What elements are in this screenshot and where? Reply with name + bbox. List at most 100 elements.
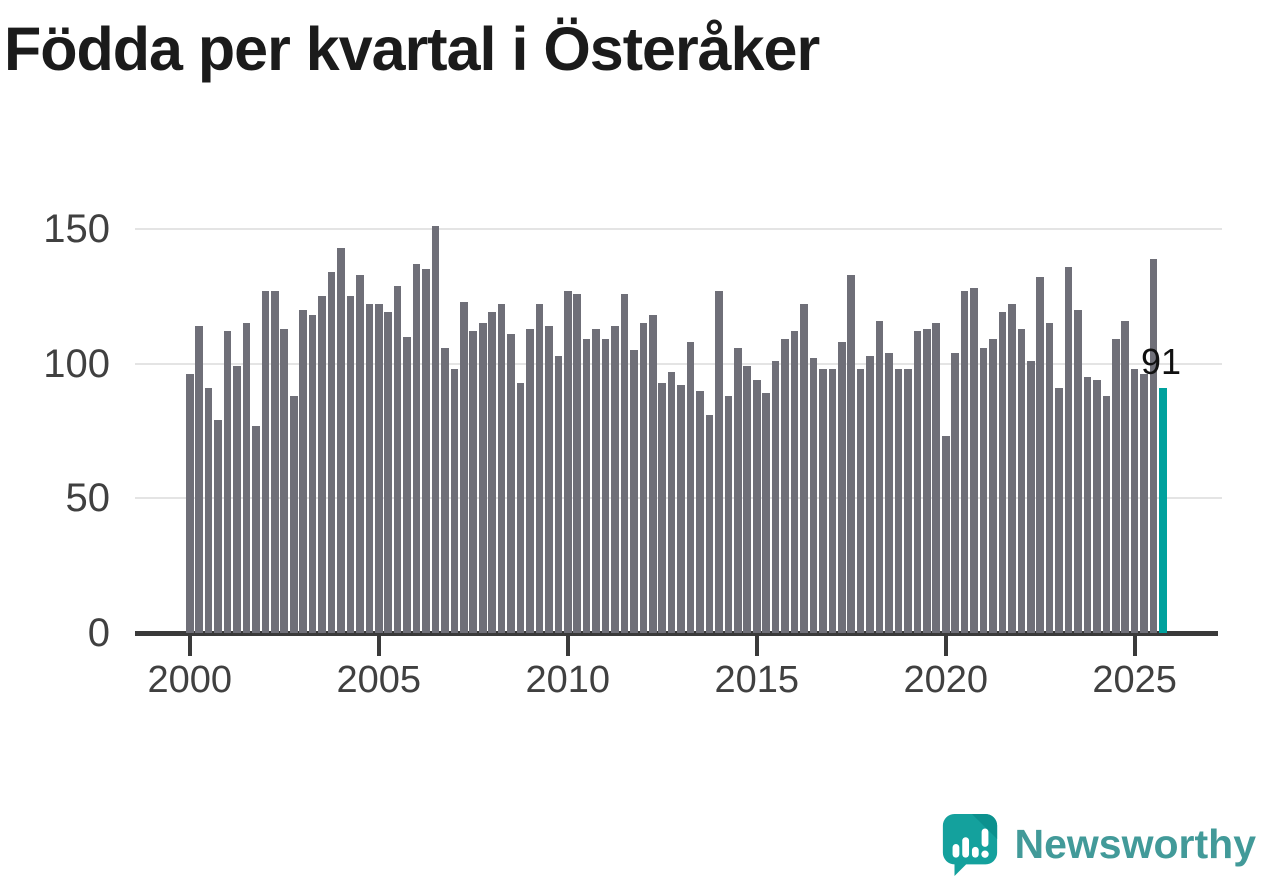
bar-2009-Q4 <box>554 355 563 633</box>
bar-2020-Q2 <box>951 352 959 633</box>
bar-2008-Q4 <box>516 382 525 633</box>
bar-2000-Q1 <box>186 374 194 633</box>
bar-2008-Q2 <box>497 304 506 633</box>
bar-2007-Q4 <box>478 323 487 633</box>
bar-2019-Q4 <box>932 323 941 633</box>
bar-2006-Q2 <box>422 269 430 633</box>
x-axis-tick <box>376 635 381 656</box>
x-axis-tick-label: 2020 <box>903 659 988 701</box>
bar-2004-Q2 <box>346 296 355 633</box>
bar-2015-Q2 <box>762 393 770 633</box>
x-axis-tick <box>1132 635 1137 656</box>
bar-2016-Q2 <box>800 304 808 633</box>
bar-2014-Q2 <box>724 395 733 633</box>
bar-2010-Q1 <box>563 290 572 633</box>
y-axis-tick-label: 50 <box>65 476 111 521</box>
bar-2002-Q1 <box>261 290 270 633</box>
bar-2011-Q1 <box>601 339 610 633</box>
bar-2015-Q1 <box>752 379 761 633</box>
gridline-y100 <box>135 362 1222 365</box>
x-axis-tick-label: 2015 <box>714 659 799 701</box>
bar-2014-Q3 <box>734 347 742 633</box>
bar-2016-Q4 <box>819 369 827 633</box>
bar-2019-Q3 <box>923 328 931 633</box>
bar-2005-Q4 <box>403 336 411 633</box>
bar-2024-Q3 <box>1112 339 1120 633</box>
bar-2024-Q1 <box>1093 379 1101 633</box>
bar-2001-Q2 <box>233 366 241 633</box>
bar-2007-Q3 <box>469 331 478 633</box>
bar-2011-Q3 <box>620 293 629 633</box>
bar-2003-Q3 <box>318 296 326 633</box>
bar-2006-Q1 <box>412 264 421 633</box>
bar-2016-Q1 <box>790 331 799 633</box>
bar-2020-Q4 <box>970 288 978 633</box>
bar-2013-Q4 <box>705 414 714 633</box>
bar-2002-Q3 <box>280 328 289 633</box>
x-axis-tick-label: 2010 <box>525 659 611 701</box>
bar-2018-Q2 <box>875 320 884 633</box>
bar-2005-Q2 <box>384 312 393 633</box>
bar-2005-Q3 <box>393 285 402 633</box>
bar-2007-Q1 <box>450 369 459 633</box>
bar-2023-Q1 <box>1055 387 1063 633</box>
bar-2012-Q1 <box>639 323 648 633</box>
newsworthy-brand-text: Newsworthy <box>1014 820 1257 867</box>
bar-2013-Q1 <box>677 385 685 633</box>
bar-2017-Q1 <box>828 369 837 633</box>
bar-2025-Q3 <box>1149 258 1158 633</box>
x-axis-tick <box>565 635 570 656</box>
bar-2000-Q4 <box>214 420 222 633</box>
bar-2018-Q3 <box>885 352 893 633</box>
bar-2018-Q4 <box>894 369 903 633</box>
bar-2022-Q1 <box>1017 328 1026 633</box>
x-axis-line <box>135 631 1218 636</box>
bar-highlight-2025-Q4 <box>1159 387 1167 633</box>
bar-2004-Q4 <box>365 304 374 633</box>
bar-2001-Q1 <box>223 331 232 633</box>
bar-2017-Q2 <box>837 342 846 633</box>
bar-2025-Q1 <box>1130 369 1139 633</box>
chart-title: Födda per kvartal i Österåker <box>4 15 820 83</box>
bar-2006-Q3 <box>431 226 440 633</box>
bar-2019-Q2 <box>913 331 922 633</box>
bar-2015-Q4 <box>781 339 789 633</box>
bar-2002-Q4 <box>289 395 298 633</box>
bar-2003-Q1 <box>299 309 307 633</box>
bar-2024-Q4 <box>1121 320 1130 633</box>
bar-2007-Q2 <box>460 301 468 633</box>
bar-2009-Q3 <box>545 325 553 633</box>
x-axis-tick <box>754 635 759 656</box>
bar-2011-Q4 <box>630 350 638 633</box>
bar-2001-Q4 <box>252 425 260 633</box>
bar-2021-Q4 <box>1008 304 1016 633</box>
bar-2025-Q2 <box>1140 374 1148 633</box>
bar-2023-Q3 <box>1074 309 1082 633</box>
bar-2020-Q1 <box>941 436 950 633</box>
bar-2017-Q4 <box>856 369 865 633</box>
x-axis-tick-label: 2000 <box>147 659 233 701</box>
bar-2019-Q1 <box>904 369 912 633</box>
bar-2018-Q1 <box>866 355 874 633</box>
bar-2024-Q2 <box>1102 395 1111 633</box>
bar-2003-Q4 <box>327 272 336 633</box>
newsworthy-logo: Newsworthy <box>939 812 1257 876</box>
bar-2001-Q3 <box>242 323 251 633</box>
bar-2017-Q3 <box>847 274 856 633</box>
bar-2004-Q1 <box>337 247 345 633</box>
y-axis-tick-label: 0 <box>87 611 110 655</box>
y-axis-tick-label: 100 <box>43 341 110 386</box>
bar-2002-Q2 <box>271 290 279 633</box>
bar-2020-Q3 <box>960 290 969 633</box>
bar-2023-Q2 <box>1064 266 1073 633</box>
bar-2016-Q3 <box>809 358 818 633</box>
bar-2015-Q3 <box>771 360 780 633</box>
bar-2021-Q1 <box>979 347 988 633</box>
bar-2010-Q3 <box>582 339 591 633</box>
newsworthy-logo-icon <box>939 812 1001 876</box>
x-axis-tick <box>187 635 192 656</box>
bar-2022-Q2 <box>1026 360 1035 633</box>
bar-2022-Q3 <box>1036 277 1044 633</box>
